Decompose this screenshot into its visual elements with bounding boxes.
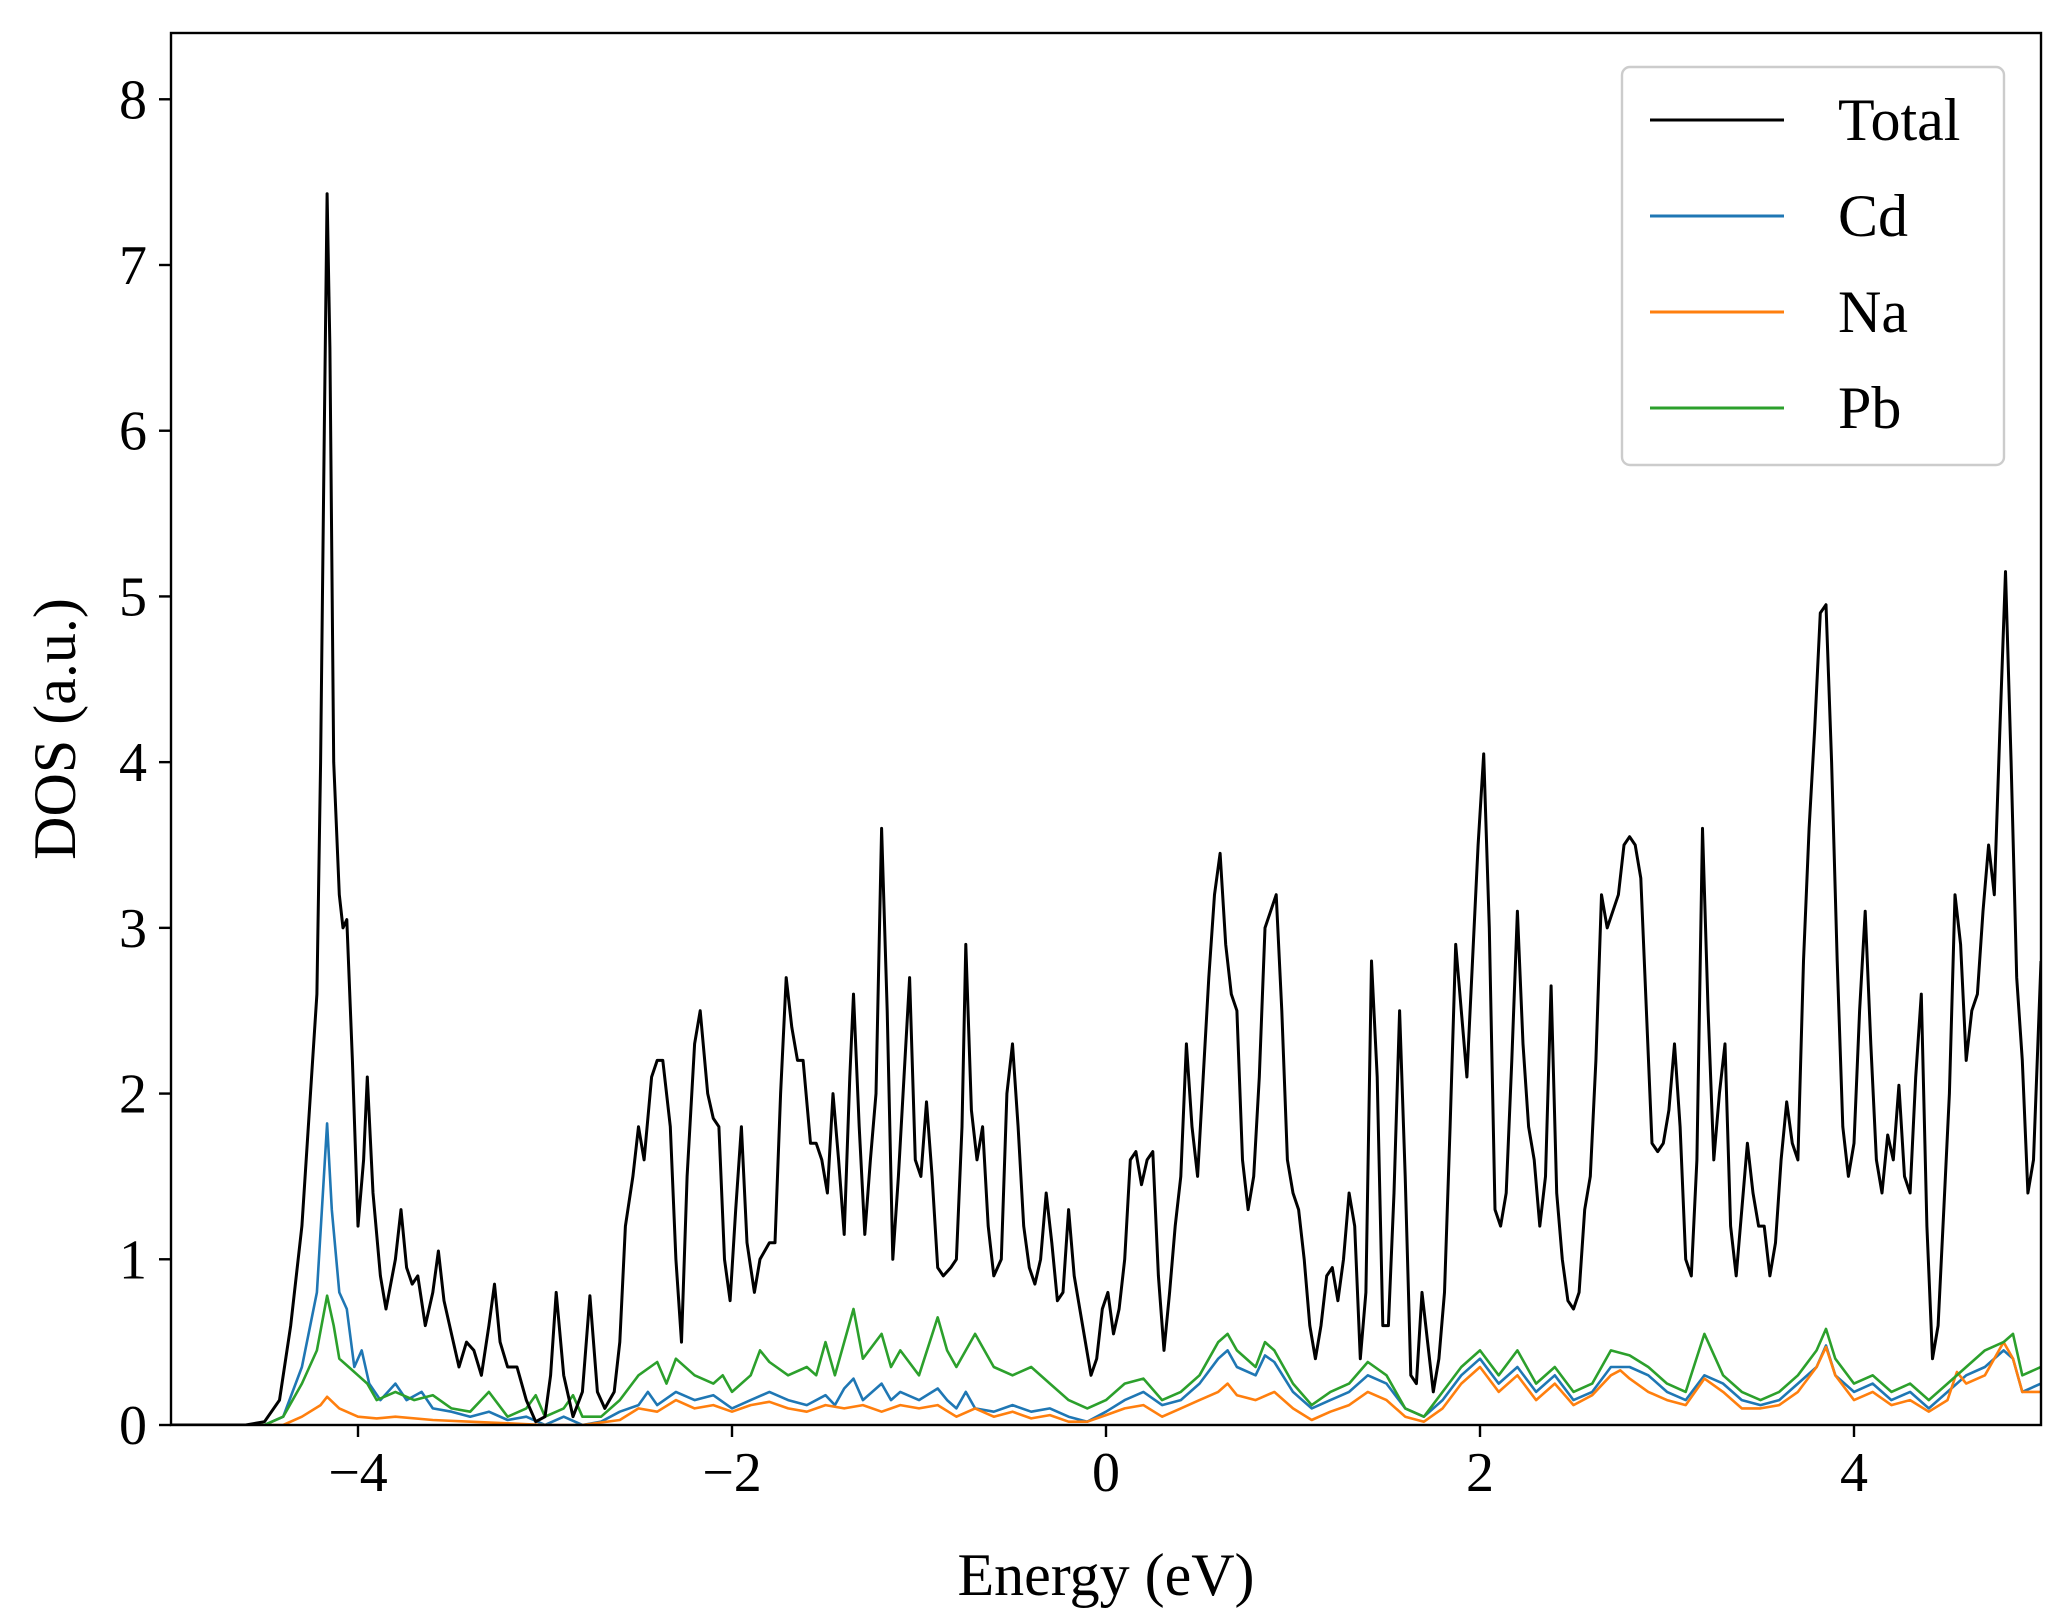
legend: Total Cd Na Pb [1620, 65, 2006, 467]
y-tick-label: 5 [119, 566, 147, 628]
y-tick-label: 7 [119, 235, 147, 297]
x-tick-label: 4 [1840, 1442, 1868, 1504]
y-tick-label: 4 [119, 732, 147, 794]
series-line-na [171, 1340, 2041, 1425]
y-tick-label: 8 [119, 69, 147, 131]
legend-label-cd: Cd [1838, 183, 1908, 249]
y-tick-label: 3 [119, 898, 147, 960]
legend-label-na: Na [1838, 279, 1908, 345]
x-tick-label: −4 [328, 1442, 388, 1504]
y-tick-label: 1 [119, 1229, 147, 1291]
y-axis-label: DOS (a.u.) [22, 598, 88, 860]
x-tick-label: 0 [1092, 1442, 1120, 1504]
y-tick-label: 0 [119, 1395, 147, 1457]
series-line-cd [171, 1122, 2041, 1425]
series-line-total [171, 192, 2041, 1425]
y-tick-label: 2 [119, 1064, 147, 1126]
x-axis-label: Energy (eV) [957, 1542, 1254, 1608]
legend-label-pb: Pb [1838, 375, 1901, 441]
x-tick-label: −2 [702, 1442, 762, 1504]
y-tick-label: 6 [119, 401, 147, 463]
x-tick-label: 2 [1466, 1442, 1494, 1504]
legend-box [1620, 65, 2006, 467]
legend-label-total: Total [1838, 87, 1960, 153]
series-layer [171, 192, 2041, 1425]
axes-layer: −4 −2 0 2 4 0 1 2 3 4 5 6 7 8 [119, 31, 2043, 1504]
